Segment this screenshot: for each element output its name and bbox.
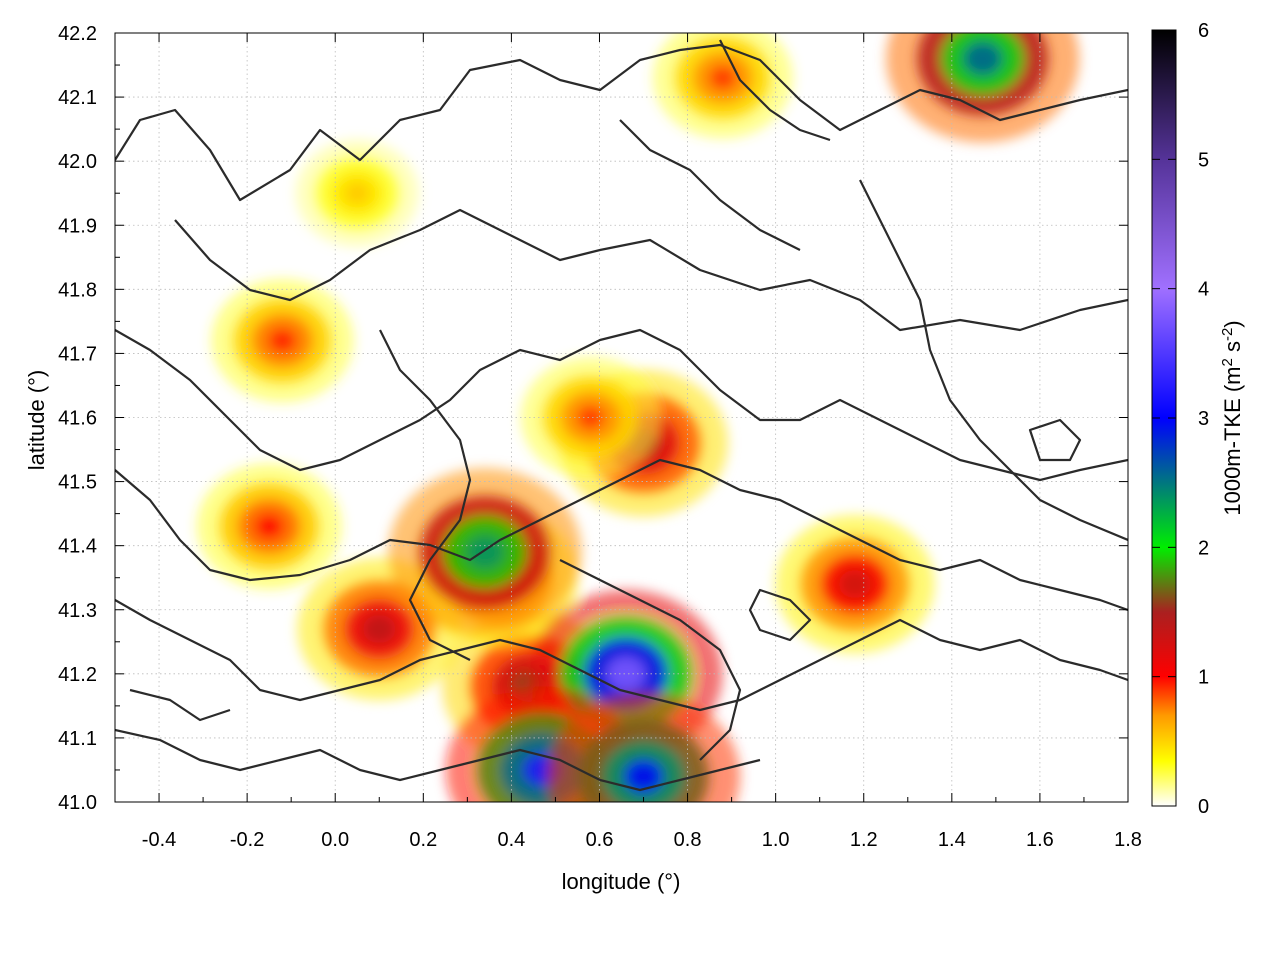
x-tick-label: -0.4 bbox=[142, 829, 176, 851]
x-tick-label: 0.4 bbox=[497, 829, 525, 851]
contour-line bbox=[619, 119, 801, 251]
contour-line bbox=[559, 559, 742, 761]
tke-hotspot bbox=[708, 65, 737, 91]
contour-line bbox=[379, 329, 472, 661]
contour-line bbox=[748, 588, 812, 642]
contour-line bbox=[719, 39, 831, 142]
colorbar-title: 1000m-TKE (m2 s-2) bbox=[1219, 320, 1245, 515]
colorbar-tick-label: 4 bbox=[1198, 279, 1209, 301]
x-tick-label: 0.6 bbox=[586, 829, 614, 851]
y-tick-label: 41.1 bbox=[58, 728, 97, 750]
y-tick-label: 41.3 bbox=[58, 600, 97, 622]
contour-line bbox=[129, 688, 231, 722]
y-axis: 41.0 41.1 41.2 41.3 41.4 41.5 41.6 41.7 41.8 41.9… bbox=[58, 23, 1128, 814]
terrain-contours bbox=[115, 39, 1128, 792]
tke-hotspot bbox=[963, 41, 1002, 76]
y-tick-label: 41.5 bbox=[58, 472, 97, 494]
tke-hotspot bbox=[344, 182, 370, 204]
x-tick-label: 1.4 bbox=[938, 829, 966, 851]
y-tick-label: 42.1 bbox=[58, 87, 97, 109]
colorbar-tick-label: 1 bbox=[1198, 667, 1209, 689]
contour-line bbox=[115, 728, 761, 792]
colorbar-tick-label: 6 bbox=[1198, 20, 1209, 42]
y-tick-label: 42.2 bbox=[58, 23, 97, 45]
tke-hotspot bbox=[268, 328, 297, 353]
tke-hotspot bbox=[606, 657, 646, 691]
contour-line bbox=[115, 458, 1128, 612]
colorbar-tick-label: 3 bbox=[1198, 408, 1209, 430]
contour-line bbox=[1028, 418, 1082, 462]
contour-line bbox=[859, 179, 1128, 542]
colorbar-ticks: 0 1 2 3 4 5 6 bbox=[1152, 20, 1209, 818]
y-tick-label: 41.8 bbox=[58, 279, 97, 301]
contour-line bbox=[174, 208, 1128, 332]
x-tick-label: 1.6 bbox=[1026, 829, 1054, 851]
y-tick-label: 41.9 bbox=[58, 215, 97, 237]
plot-area: -0.4 -0.2 0.0 0.2 0.4 0.6 0.8 1.0 1.2 1.4 1.6 1.8 4… bbox=[24, 23, 1142, 894]
tke-hotspot bbox=[362, 614, 396, 644]
x-tick-label: 0.8 bbox=[674, 829, 702, 851]
x-tick-label: 0.2 bbox=[409, 829, 437, 851]
y-tick-label: 41.7 bbox=[58, 343, 97, 365]
contour-line bbox=[115, 43, 1128, 202]
y-tick-label: 41.6 bbox=[58, 408, 97, 430]
x-axis-title: longitude (°) bbox=[562, 869, 681, 894]
y-axis-title: latitude (°) bbox=[24, 370, 49, 471]
contour-line bbox=[115, 599, 1128, 712]
x-tick-label: -0.2 bbox=[230, 829, 264, 851]
colorbar-tick-label: 0 bbox=[1198, 796, 1209, 818]
tke-field bbox=[196, 33, 1080, 802]
x-tick-label: 0.0 bbox=[321, 829, 349, 851]
colorbar-tick-label: 2 bbox=[1198, 537, 1209, 559]
y-tick-label: 41.0 bbox=[58, 792, 97, 814]
x-tick-label: 1.2 bbox=[850, 829, 878, 851]
tke-hotspot bbox=[838, 570, 871, 598]
y-tick-label: 42.0 bbox=[58, 151, 97, 173]
tke-hotspot bbox=[624, 759, 663, 794]
colorbar: 0 1 2 3 4 5 6 1000m-TKE (m2 s-2) bbox=[1151, 20, 1245, 818]
contour-line bbox=[115, 328, 1128, 482]
x-tick-label: 1.0 bbox=[762, 829, 790, 851]
x-axis: -0.4 -0.2 0.0 0.2 0.4 0.6 0.8 1.0 1.2 1.4 1.6 1.8 bbox=[142, 33, 1142, 851]
colorbar-tick-label: 5 bbox=[1198, 149, 1209, 171]
y-tick-label: 41.4 bbox=[58, 536, 97, 558]
x-tick-label: 1.8 bbox=[1114, 829, 1142, 851]
tke-hotspot bbox=[576, 405, 605, 430]
tke-hotspot bbox=[254, 513, 284, 540]
y-tick-label: 41.2 bbox=[58, 664, 97, 686]
